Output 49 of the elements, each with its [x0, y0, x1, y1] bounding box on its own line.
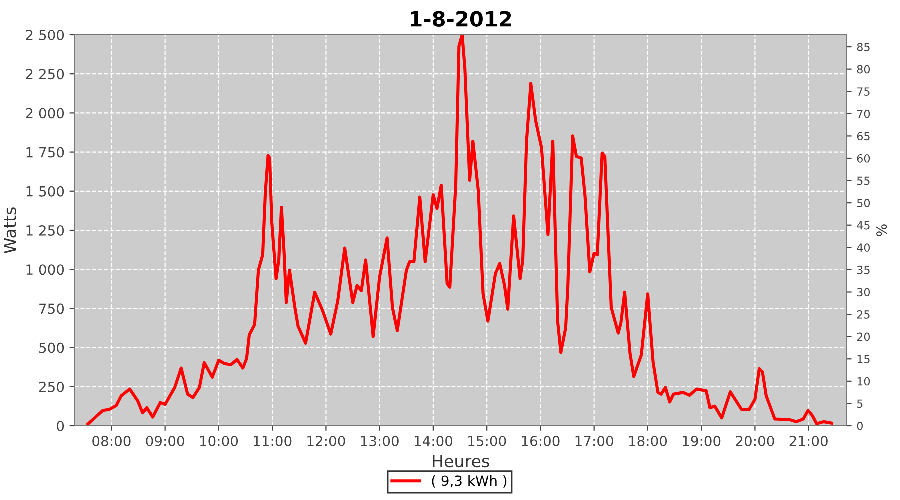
y2-axis-title: %	[876, 224, 888, 236]
y-tick-label: 250	[39, 382, 64, 392]
y2-tick-label: 30	[857, 288, 870, 297]
x-tick-label: 14:00	[414, 436, 453, 446]
y2-tick-label: 15	[858, 355, 870, 364]
line-series	[86, 35, 834, 426]
y2-tick-label: 50	[857, 199, 870, 208]
x-tick-label: 21:00	[790, 436, 828, 446]
y-tick-label: 1 250	[26, 225, 64, 236]
x-tick-label: 11:00	[254, 436, 292, 446]
y2-tick-label: 25	[857, 310, 870, 319]
y-tick-label: 1 500	[26, 186, 64, 197]
legend-label: ( 9,3 kWh )	[432, 475, 507, 488]
x-tick-label: 16:00	[522, 436, 560, 446]
y-tick-label: 2 500	[26, 30, 64, 40]
y-tick-label: 750	[40, 304, 64, 314]
y2-tick-label: 65	[857, 132, 870, 141]
y-tick-label: 1 000	[26, 264, 64, 276]
y-tick-label: 1 750	[26, 147, 64, 158]
y-tick-label: 2 000	[26, 108, 64, 119]
y-tick-label: 0	[57, 420, 64, 432]
x-tick-label: 17:00	[576, 436, 614, 446]
y2-tick-label: 45	[857, 221, 870, 230]
x-tick-label: 19:00	[683, 436, 721, 446]
y2-tick-label: 60	[857, 154, 870, 163]
x-tick-label: 10:00	[200, 436, 238, 446]
y2-tick-label: 40	[857, 244, 870, 252]
y-axis-title: Watts	[4, 208, 16, 254]
y2-tick-label: 10	[858, 377, 870, 386]
y2-tick-label: 85	[857, 43, 870, 52]
x-tick-label: 08:00	[92, 436, 131, 446]
x-tick-label: 13:00	[361, 436, 399, 446]
x-tick-label: 12:00	[308, 436, 346, 446]
y2-tick-label: 5	[857, 400, 863, 408]
x-tick-label: 09:00	[146, 436, 184, 446]
y2-tick-label: 80	[857, 65, 870, 74]
y2-tick-label: 55	[857, 176, 870, 186]
chart-title: 1-8-2012	[411, 11, 512, 27]
y2-tick-label: 0	[857, 422, 863, 430]
y2-tick-label: 35	[857, 266, 870, 274]
x-tick-label: 18:00	[629, 436, 668, 446]
x-tick-label: 15:00	[468, 436, 506, 446]
x-axis-title: Heures	[433, 455, 490, 468]
y2-tick-label: 20	[857, 332, 870, 342]
y2-tick-label: 75	[858, 88, 870, 96]
y-tick-label: 2 250	[26, 69, 64, 80]
y2-tick-label: 70	[858, 110, 870, 118]
x-tick-label: 20:00	[736, 436, 774, 446]
y-tick-label: 500	[40, 342, 64, 354]
